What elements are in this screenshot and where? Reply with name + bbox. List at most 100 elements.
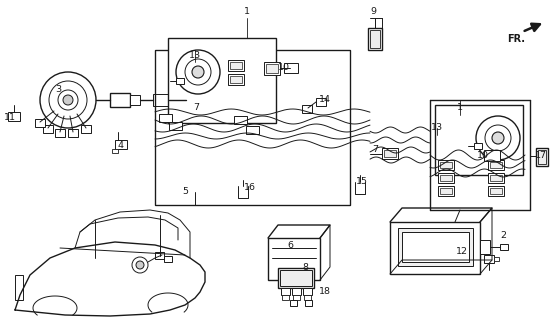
Text: 9: 9	[370, 7, 376, 17]
Bar	[155, 252, 164, 259]
Bar	[230, 62, 242, 69]
Bar	[43, 125, 53, 133]
Bar	[230, 76, 242, 83]
Bar	[440, 175, 452, 181]
Text: 11: 11	[4, 114, 16, 123]
Circle shape	[136, 261, 144, 269]
Bar	[266, 64, 278, 73]
Bar	[284, 63, 298, 73]
Bar	[8, 112, 20, 121]
Bar	[402, 232, 469, 262]
Circle shape	[40, 72, 96, 128]
Text: 2: 2	[500, 230, 506, 239]
Bar	[280, 270, 312, 286]
Bar	[488, 186, 504, 196]
Bar	[169, 122, 182, 130]
Bar	[281, 288, 290, 295]
Bar	[278, 268, 314, 288]
Bar	[438, 173, 454, 183]
Text: 13: 13	[431, 124, 443, 132]
Bar	[500, 244, 508, 250]
Bar	[305, 300, 312, 306]
Bar	[538, 150, 546, 164]
Text: 8: 8	[302, 263, 308, 273]
Circle shape	[58, 90, 78, 110]
Bar	[490, 162, 502, 168]
Bar	[488, 160, 504, 170]
Text: 7: 7	[193, 103, 199, 113]
Text: 13: 13	[189, 51, 201, 60]
Bar	[370, 30, 380, 48]
Text: 5: 5	[182, 188, 188, 196]
Bar	[282, 295, 289, 300]
Bar	[228, 74, 244, 85]
Bar	[438, 160, 454, 170]
Bar	[438, 186, 454, 196]
Bar	[228, 60, 244, 71]
Text: 10: 10	[477, 150, 489, 159]
Bar	[130, 95, 140, 105]
Bar	[384, 150, 396, 157]
Bar	[484, 150, 500, 161]
Text: 6: 6	[287, 241, 293, 250]
Circle shape	[485, 125, 511, 151]
Text: 4: 4	[117, 140, 123, 149]
Bar	[159, 114, 172, 122]
Text: 18: 18	[319, 287, 331, 297]
Bar	[264, 62, 280, 75]
Text: 1: 1	[244, 7, 250, 17]
Text: 3: 3	[55, 85, 61, 94]
Bar	[234, 116, 247, 124]
Bar	[440, 162, 452, 168]
Bar	[302, 105, 312, 113]
Text: 17: 17	[535, 150, 547, 159]
Circle shape	[176, 50, 220, 94]
Bar	[494, 257, 499, 261]
Bar	[35, 119, 45, 127]
Bar	[246, 126, 259, 134]
Circle shape	[476, 116, 520, 160]
Bar	[488, 173, 504, 183]
Text: 10: 10	[278, 63, 290, 73]
Bar	[155, 50, 350, 205]
Text: 7: 7	[372, 146, 378, 155]
Bar	[112, 149, 118, 153]
Circle shape	[49, 81, 87, 119]
Text: 12: 12	[456, 247, 468, 257]
Bar	[155, 50, 350, 205]
Circle shape	[132, 257, 148, 273]
Bar	[268, 238, 320, 280]
Text: FR.: FR.	[507, 34, 525, 44]
Bar	[15, 275, 23, 300]
Bar	[484, 255, 494, 263]
Bar	[290, 300, 297, 306]
Bar	[81, 125, 91, 133]
Circle shape	[492, 132, 504, 144]
Bar	[153, 94, 169, 106]
Text: 1: 1	[457, 103, 463, 113]
Text: 15: 15	[356, 178, 368, 187]
Bar	[490, 175, 502, 181]
Text: 16: 16	[244, 183, 256, 193]
Bar	[68, 129, 78, 137]
Bar	[440, 188, 452, 194]
Bar	[110, 93, 130, 107]
Bar	[390, 222, 480, 274]
Bar	[293, 295, 300, 300]
Circle shape	[63, 95, 73, 105]
Bar	[292, 288, 301, 295]
Bar	[316, 98, 326, 106]
Bar	[55, 129, 65, 137]
Bar	[435, 105, 523, 175]
Bar	[303, 288, 312, 295]
Bar	[115, 140, 127, 149]
Bar	[474, 143, 482, 149]
Bar	[164, 256, 172, 262]
Bar	[382, 148, 398, 159]
Bar	[398, 228, 473, 266]
Circle shape	[192, 66, 204, 78]
Bar	[176, 78, 184, 84]
Bar	[536, 148, 548, 166]
Bar	[480, 240, 490, 254]
Bar	[368, 28, 382, 50]
